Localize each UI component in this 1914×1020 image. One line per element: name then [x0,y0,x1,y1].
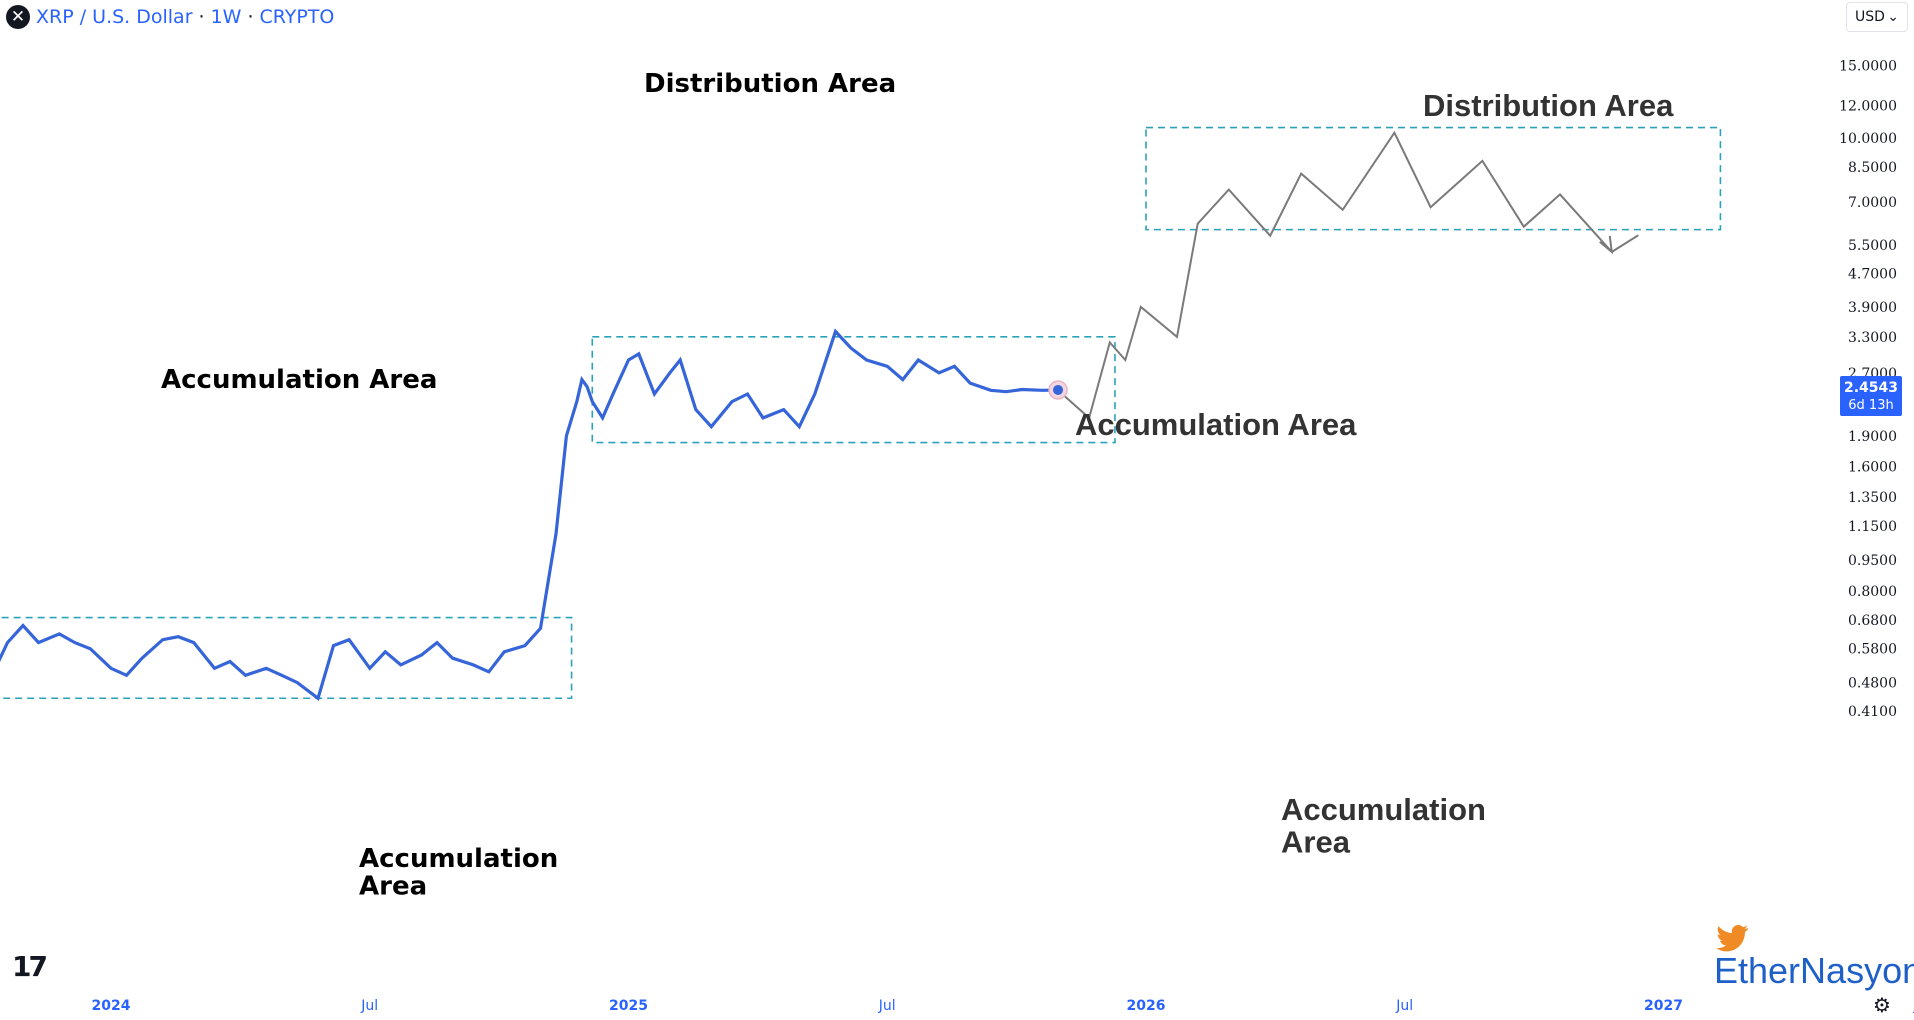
time-tick-label: 2027 [1644,998,1683,1014]
last-price-tag: 2.4543 6d 13h [1840,375,1902,416]
price-tick-label: 0.9500 [1848,553,1897,569]
area-box-3 [1145,126,1722,231]
price-tick-label: 8.5000 [1848,160,1897,176]
watermark-brand: EtherNasyonaL [1714,950,1914,991]
price-tick-label: 1.9000 [1848,429,1897,445]
symbol-header[interactable]: ✕ XRP / U.S. Dollar · 1W · CRYPTO [6,4,334,30]
series-projection_left [1057,130,1639,420]
area-box-1 [0,616,573,700]
time-tick-label: Jul [878,998,896,1014]
price-tick-label: 3.3000 [1848,330,1897,346]
price-tick-label: 0.6800 [1848,613,1897,629]
price-tick-label: 12.0000 [1839,98,1897,114]
time-tick-label: 2026 [1127,998,1166,1014]
price-tick-label: 5.5000 [1848,238,1897,254]
annotation-boxes [0,126,1722,700]
symbol-name[interactable]: XRP / U.S. Dollar [36,6,193,28]
settings-gear-icon[interactable]: ⚙ [1873,993,1891,1017]
price-tick-label: 0.8000 [1848,584,1897,600]
annotation-label: Accumulation Area [161,365,437,395]
price-lines [0,130,1639,701]
price-tick-label: 1.3500 [1848,490,1897,506]
price-tick-label: 0.5800 [1848,642,1897,658]
price-tag-countdown: 6d 13h [1848,398,1893,413]
separator: · [247,6,254,28]
price-tag-value: 2.4543 [1844,380,1898,396]
current-price-marker [1053,384,1064,395]
price-tick-label: 1.6000 [1848,460,1897,476]
price-tag-box [1840,375,1902,416]
series-history [0,328,1060,701]
time-tick-label: Jul [1913,998,1914,1014]
price-tick-label: 4.7000 [1848,266,1897,282]
time-axis[interactable]: 2024Jul2025Jul2026Jul2027Jul2028Jul2029J… [92,998,1914,1014]
price-tick-label: 0.4800 [1848,676,1897,692]
time-tick-label: 2025 [609,998,648,1014]
time-tick-label: Jul [1395,998,1413,1014]
chevron-down-icon: ⌄ [1887,9,1899,25]
price-tick-label: 10.0000 [1839,131,1897,147]
annotation-label: Accumulation Area [1281,792,1486,860]
xrp-logo-icon: ✕ [6,5,30,29]
area-box-2 [591,336,1116,444]
exchange-label[interactable]: CRYPTO [259,6,335,28]
interval-label[interactable]: 1W [210,6,242,28]
projection-arrow-icon [1599,235,1614,255]
price-tick-label: 7.0000 [1848,195,1897,211]
annotation-label: Accumulation Area [359,844,558,901]
annotation-label: Distribution Area [1423,88,1674,123]
currency-label: USD [1855,9,1885,25]
tradingview-logo[interactable]: 17 [12,950,48,983]
twitter-bird-icon [1716,925,1749,952]
annotation-label: Accumulation Area [1075,407,1357,442]
price-tick-label: 3.9000 [1848,300,1897,316]
annotation-labels: Distribution Area Accumulation Area Accumu… [161,69,1674,901]
separator: · [198,6,205,28]
currency-selector[interactable]: USD ⌄ [1846,2,1908,32]
price-tick-label: 1.1500 [1848,519,1897,535]
time-tick-label: Jul [360,998,378,1014]
price-tick-label: 0.4100 [1848,704,1897,720]
price-tick-label: 15.0000 [1839,58,1897,74]
annotation-label: Distribution Area [644,69,896,99]
time-tick-label: 2024 [92,998,131,1014]
price-axis[interactable]: 15.0000 12.0000 10.0000 8.5000 7.0000 5.5000 4… [1839,58,1897,720]
